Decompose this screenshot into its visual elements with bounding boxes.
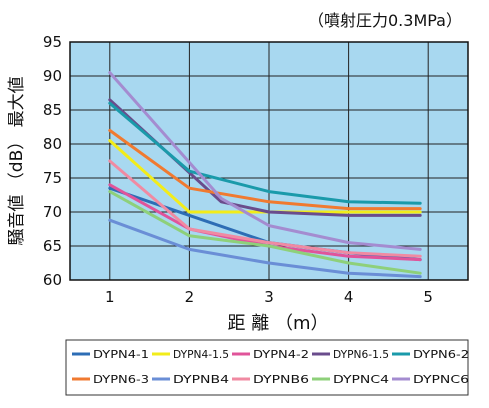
- series-line-dypn6-3: [108, 128, 422, 211]
- legend-label: DYPN4-1.5: [173, 349, 229, 361]
- x-tick-label: 1: [105, 288, 115, 306]
- legend: DYPN4-1 DYPN4-1.5 DYPN4-2 DYPN6-1.5 DYPN6-2 D…: [72, 349, 469, 386]
- y-tick-label: 60: [43, 271, 62, 289]
- y-axis-label: 騒音値 （dB） 最大値: [7, 76, 27, 245]
- series-line-dypnb6: [108, 159, 422, 258]
- x-tick-label: 4: [344, 288, 354, 306]
- y-tick-label: 80: [43, 135, 62, 153]
- legend-label: DYPNC6: [413, 374, 469, 386]
- y-tick-label: 95: [43, 33, 62, 51]
- y-tick-label: 85: [43, 101, 62, 119]
- legend-label: DYPNC4: [333, 374, 389, 386]
- y-tick-label: 90: [43, 67, 62, 85]
- series-line-dypnb4: [108, 218, 422, 279]
- legend-label: DYPN6-1.5: [333, 349, 389, 361]
- y-tick-label: 75: [43, 169, 62, 187]
- x-tick-label: 3: [264, 288, 274, 306]
- condition-label: （噴射圧力0.3MPa）: [308, 11, 462, 30]
- series-line-dypnc4: [108, 190, 422, 275]
- y-tick-label: 70: [43, 203, 62, 221]
- legend-label: DYPNB4: [173, 374, 229, 386]
- x-tick-label: 2: [185, 288, 195, 306]
- legend-label: DYPN6-3: [93, 374, 149, 386]
- legend-box: [65, 339, 469, 396]
- axis-ticks: 60 65 70 75 80 85 90 95 1 2 3 4 5: [43, 33, 433, 306]
- y-tick-label: 65: [43, 237, 62, 255]
- legend-label: DYPNB6: [253, 374, 309, 386]
- legend-label: DYPN4-1: [93, 349, 149, 361]
- legend-label: DYPN6-2: [413, 349, 469, 361]
- plot-frame: [69, 41, 469, 281]
- x-tick-label: 5: [423, 288, 433, 306]
- series-line-dypnc6: [108, 71, 422, 251]
- series-line-dypn6-2: [108, 101, 422, 205]
- x-axis-label: 距 離 （m）: [228, 313, 329, 334]
- series-lines: [108, 71, 422, 279]
- legend-label: DYPN4-2: [253, 349, 309, 361]
